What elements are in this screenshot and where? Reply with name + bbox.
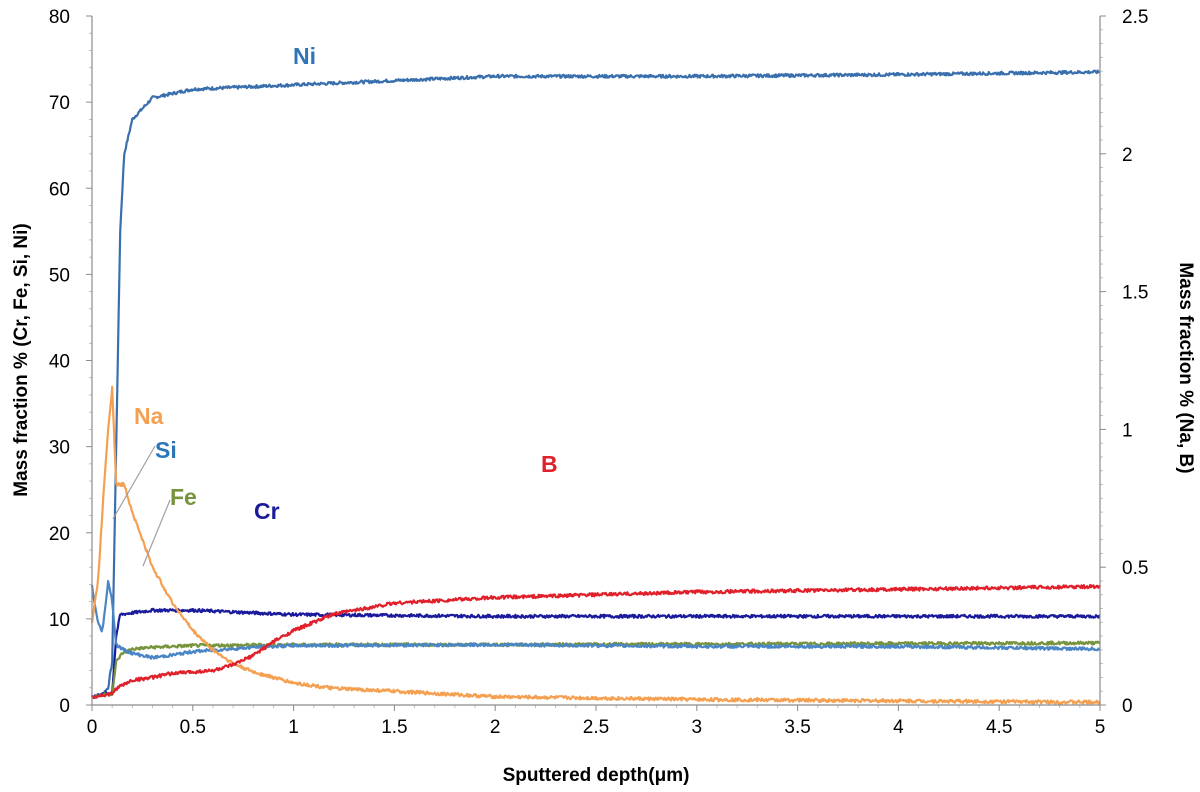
y-tick-label: 50 [49, 265, 70, 286]
y-tick-label: 0 [59, 696, 70, 717]
x-tick-label: 4 [893, 717, 904, 738]
y-axis-title: Mass fraction % (Cr, Fe, Si, Ni) [11, 223, 32, 496]
x-tick-label: 2.5 [583, 717, 609, 738]
x-tick-label: 1.5 [381, 717, 407, 738]
y-tick-label: 20 [49, 524, 70, 545]
y-tick-label: 70 [49, 93, 70, 114]
x-tick-label: 0 [87, 717, 98, 738]
y-tick-label: 40 [49, 352, 70, 373]
series-line-na [90, 385, 1101, 705]
x-axis-title: Sputtered depth(μm) [503, 765, 690, 786]
x-tick-label: 0.5 [180, 717, 206, 738]
y-tick-label: 10 [49, 610, 70, 631]
fe-annotation-arrow [142, 499, 171, 567]
series-label-fe: Fe [170, 484, 197, 510]
x-tick-label: 1 [288, 717, 299, 738]
y2-tick-label: 2 [1122, 145, 1133, 166]
y2-tick-label: 0.5 [1122, 558, 1148, 579]
series-line-si [90, 579, 1101, 660]
y2-tick-label: 1.5 [1122, 283, 1148, 304]
y2-tick-label: 1 [1122, 420, 1133, 441]
y2-tick-label: 2.5 [1122, 7, 1148, 28]
series-line-ni [91, 69, 1101, 699]
series-line-b [91, 583, 1102, 700]
series-label-ni: Ni [293, 43, 316, 69]
plot-background [92, 16, 1100, 705]
x-tick-label: 3 [692, 717, 703, 738]
series-label-si: Si [155, 437, 177, 463]
x-tick-label: 5 [1095, 717, 1106, 738]
annotation-arrows [112, 445, 171, 567]
x-tick-label: 4.5 [986, 717, 1012, 738]
series-label-b: B [541, 451, 558, 477]
y2-axis-title: Mass fraction % (Na, B) [1175, 262, 1196, 473]
series-label-cr: Cr [254, 498, 280, 524]
si-annotation-arrow [112, 445, 156, 520]
ticks: 0 0.5 1 1.5 2 2.5 3 3.5 4 4.5 50102030405060708000… [49, 7, 1149, 738]
series-label-na: Na [134, 403, 164, 429]
y-tick-label: 80 [49, 7, 70, 28]
y-tick-label: 30 [49, 438, 70, 459]
series-lines [90, 69, 1102, 705]
series-line-cr [91, 607, 1101, 699]
y-tick-label: 60 [49, 179, 70, 200]
y2-tick-label: 0 [1122, 696, 1133, 717]
x-tick-label: 2 [490, 717, 501, 738]
x-tick-label: 3.5 [784, 717, 810, 738]
